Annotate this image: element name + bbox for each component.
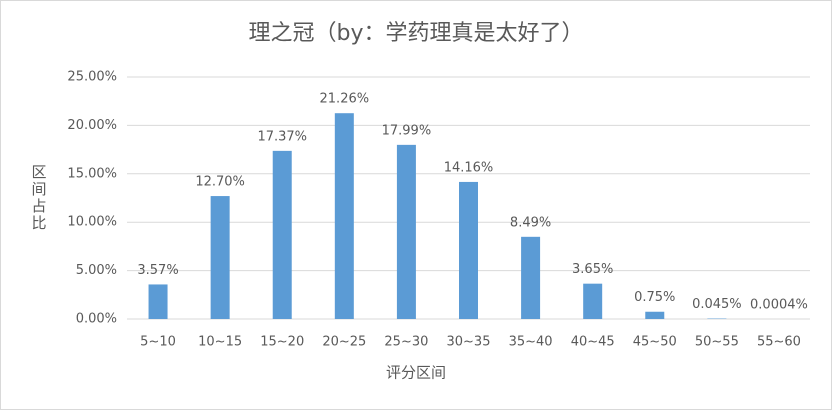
bar (459, 181, 478, 319)
x-axis-label: 评分区间 (386, 364, 446, 382)
bar (148, 284, 168, 319)
value-label: 8.49% (510, 215, 551, 230)
x-tick-label: 15~20 (260, 335, 304, 350)
value-label: 0.0004% (750, 297, 808, 312)
value-label: 21.26% (320, 92, 370, 107)
y-tick-label: 25.00% (67, 70, 117, 85)
y-axis-label: 区间占比 (30, 164, 48, 232)
y-tick-label: 20.00% (67, 118, 117, 133)
value-label: 17.99% (382, 123, 432, 138)
x-tick-label: 10~15 (198, 335, 242, 350)
bar (396, 144, 416, 319)
x-tick-label: 45~50 (633, 335, 677, 350)
x-tick-label: 20~25 (322, 335, 366, 350)
value-label: 3.65% (572, 262, 613, 277)
value-label: 14.16% (444, 160, 494, 175)
chart-title: 理之冠（by：学药理真是太好了） (249, 21, 584, 46)
bar (210, 196, 230, 319)
value-label: 3.57% (137, 263, 178, 278)
x-tick-label: 35~40 (509, 335, 553, 350)
value-label: 12.70% (195, 175, 245, 190)
bar (521, 236, 541, 319)
value-label: 0.75% (634, 290, 675, 305)
bar (645, 311, 665, 319)
x-tick-label: 30~35 (447, 335, 491, 350)
value-label: 0.045% (692, 297, 742, 312)
y-tick-label: 0.00% (76, 312, 117, 327)
x-tick-label: 40~45 (571, 335, 615, 350)
bar (272, 150, 292, 319)
y-tick-label: 10.00% (67, 215, 117, 230)
bar (583, 283, 603, 319)
x-tick-label: 5~10 (140, 335, 176, 350)
x-tick-label: 25~30 (384, 335, 428, 350)
value-label: 17.37% (257, 129, 307, 144)
y-tick-label: 5.00% (76, 263, 117, 278)
x-tick-label: 55~60 (757, 335, 801, 350)
bar (334, 113, 354, 319)
y-tick-label: 15.00% (67, 166, 117, 181)
x-tick-label: 50~55 (695, 335, 739, 350)
